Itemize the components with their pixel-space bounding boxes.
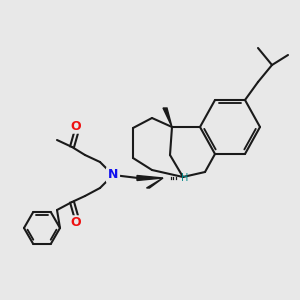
Text: O: O bbox=[71, 217, 81, 230]
Text: O: O bbox=[71, 119, 81, 133]
Text: H: H bbox=[181, 173, 188, 183]
Polygon shape bbox=[163, 108, 172, 127]
Polygon shape bbox=[146, 178, 163, 188]
Polygon shape bbox=[137, 176, 163, 181]
Text: N: N bbox=[108, 169, 118, 182]
